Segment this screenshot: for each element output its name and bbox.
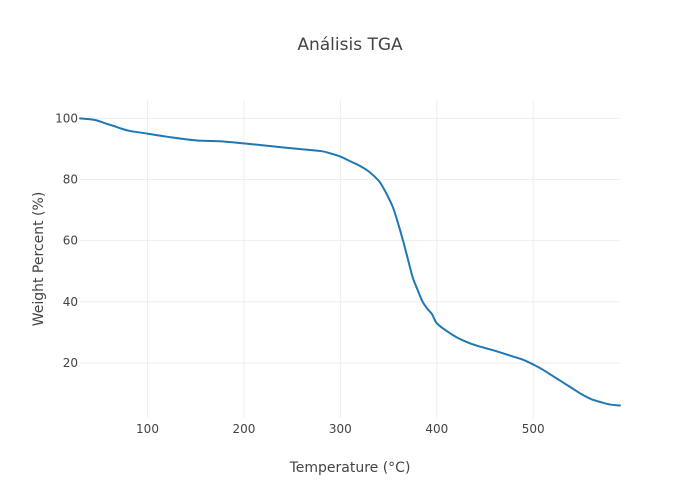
chart-title: Análisis TGA bbox=[297, 35, 403, 55]
y-tick-label: 20 bbox=[63, 356, 78, 370]
y-tick-label: 80 bbox=[63, 173, 78, 187]
y-axis-label: Weight Percent (%) bbox=[31, 192, 47, 327]
y-tick-label: 100 bbox=[55, 111, 78, 125]
series-line-0 bbox=[79, 117, 621, 407]
y-axis-ticks: 20 40 60 80 100 bbox=[55, 111, 78, 370]
x-tick-label: 300 bbox=[329, 422, 352, 436]
grid-lines bbox=[80, 100, 620, 418]
plot-area bbox=[79, 117, 621, 407]
x-axis-label: Temperature (°C) bbox=[289, 460, 411, 476]
y-tick-label: 40 bbox=[63, 295, 78, 309]
x-axis-ticks: 100 200 300 400 500 bbox=[136, 422, 545, 436]
x-tick-label: 400 bbox=[425, 422, 448, 436]
x-tick-label: 200 bbox=[232, 422, 255, 436]
x-tick-label: 500 bbox=[522, 422, 545, 436]
y-tick-label: 60 bbox=[63, 234, 78, 248]
x-tick-label: 100 bbox=[136, 422, 159, 436]
